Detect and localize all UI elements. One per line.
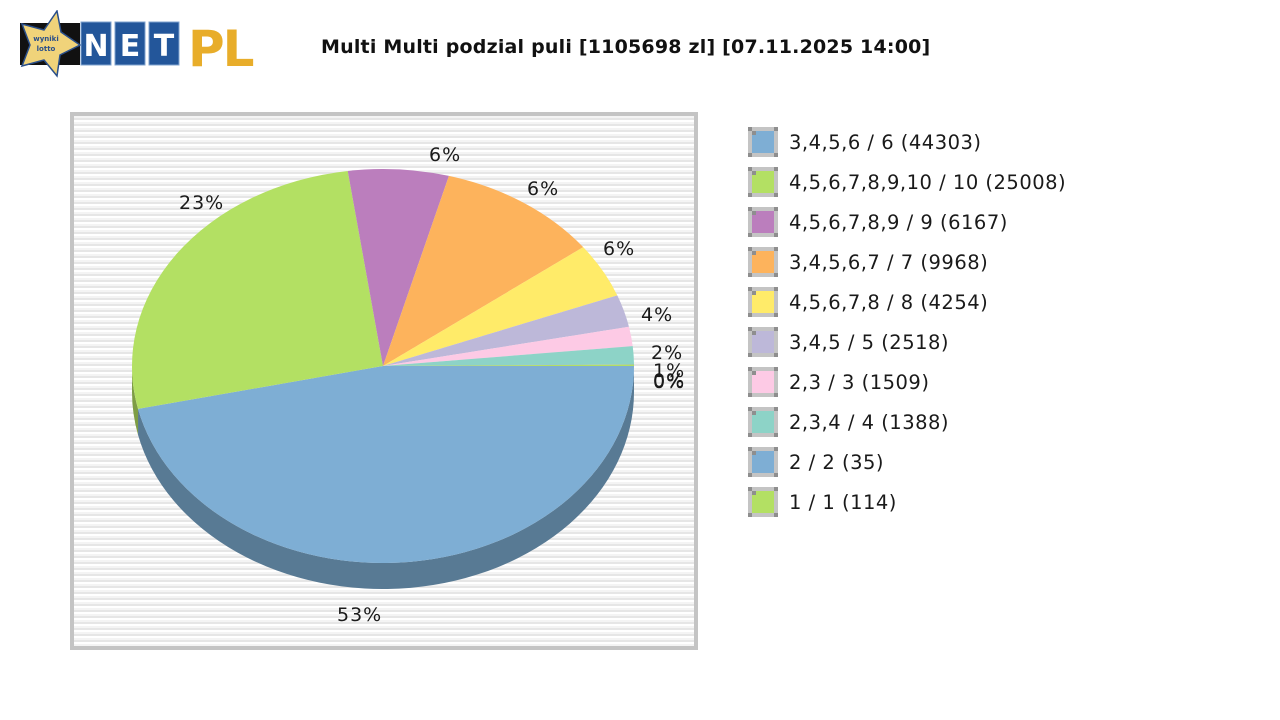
legend-swatch [748,367,778,397]
pie-slice-3[interactable] [383,175,584,366]
legend-label: 4,5,6,7,8 / 8 (4254) [789,290,989,314]
pie-slice-6[interactable] [383,326,633,366]
legend-swatch [748,407,778,437]
legend-swatch [748,447,778,477]
legend-label: 2,3,4 / 4 (1388) [789,410,950,434]
star-icon [20,9,82,78]
legend-swatch [748,247,778,277]
chart-title: Multi Multi podzial puli [1105698 zl] [0… [321,36,931,58]
pie-slices [132,168,634,564]
legend-item[interactable]: 4,5,6,7,8,9 / 9 (6167) [748,202,1066,242]
pie-slice-side [132,366,139,435]
slice-label-3: 6% [527,178,559,200]
netpl-logo[interactable]: wyniki lotto N E T PL [20,9,265,80]
legend-item[interactable]: 3,4,5,6,7 / 7 (9968) [748,242,1066,282]
chart-legend: 3,4,5,6 / 6 (44303) 4,5,6,7,8,9,10 / 10 … [748,122,1066,522]
pie-chart: 53% 23% 6% 6% 6% 4% 2% 1% 0% 0% [132,144,685,626]
pie-slice-7[interactable] [383,346,634,366]
pie-slice-5[interactable] [383,295,629,366]
legend-label: 2,3 / 3 (1509) [789,370,930,394]
logo-letter-n: N [83,29,108,64]
slice-label-0: 53% [337,604,382,626]
slice-label-8: 0% [653,370,685,392]
legend-item[interactable]: 2 / 2 (35) [748,442,1066,482]
legend-swatch [748,287,778,317]
legend-label: 3,4,5,6 / 6 (44303) [789,130,982,154]
logo-graphic: wyniki lotto N E T PL [20,9,256,78]
legend-item[interactable]: 2,3,4 / 4 (1388) [748,402,1066,442]
legend-item[interactable]: 3,4,5,6 / 6 (44303) [748,122,1066,162]
pie-slice-0[interactable] [138,366,634,564]
logo-letter-e: E [120,29,141,64]
legend-item[interactable]: 1 / 1 (114) [748,482,1066,522]
pie-slice-2[interactable] [347,168,449,366]
slice-label-2: 6% [429,144,461,166]
legend-label: 4,5,6,7,8,9 / 9 (6167) [789,210,1008,234]
legend-label: 2 / 2 (35) [789,450,885,474]
legend-item[interactable]: 4,5,6,7,8,9,10 / 10 (25008) [748,162,1066,202]
legend-item[interactable]: 4,5,6,7,8 / 8 (4254) [748,282,1066,322]
legend-label: 1 / 1 (114) [789,490,897,514]
legend-label: 3,4,5,6,7 / 7 (9968) [789,250,989,274]
slice-label-9: 0% [653,371,685,393]
legend-item[interactable]: 2,3 / 3 (1509) [748,362,1066,402]
star-text-2: lotto [37,45,56,53]
legend-swatch [748,207,778,237]
legend-item[interactable]: 3,4,5 / 5 (2518) [748,322,1066,362]
star-text-1: wyniki [33,35,58,43]
legend-swatch [748,167,778,197]
pie-depth-layer [132,366,634,590]
slice-label-7: 1% [653,360,685,382]
legend-swatch [748,487,778,517]
pie-slice-8[interactable] [383,364,634,366]
legend-label: 4,5,6,7,8,9,10 / 10 (25008) [789,170,1067,194]
slice-label-4: 6% [603,238,635,260]
pie-slice-labels: 53% 23% 6% 6% 6% 4% 2% 1% 0% 0% [179,144,685,626]
logo-letter-t: T [154,29,175,64]
pie-slice-4[interactable] [383,247,618,366]
pie-slice-9[interactable] [383,364,634,366]
legend-swatch [748,127,778,157]
slice-label-6: 2% [651,342,683,364]
slice-label-1: 23% [179,192,224,214]
legend-swatch [748,327,778,357]
slice-label-5: 4% [641,304,673,326]
pie-chart-plot: 53% 23% 6% 6% 6% 4% 2% 1% 0% 0% [70,112,698,650]
legend-label: 3,4,5 / 5 (2518) [789,330,950,354]
pie-slice-1[interactable] [132,170,383,409]
logo-suffix: PL [188,20,254,78]
